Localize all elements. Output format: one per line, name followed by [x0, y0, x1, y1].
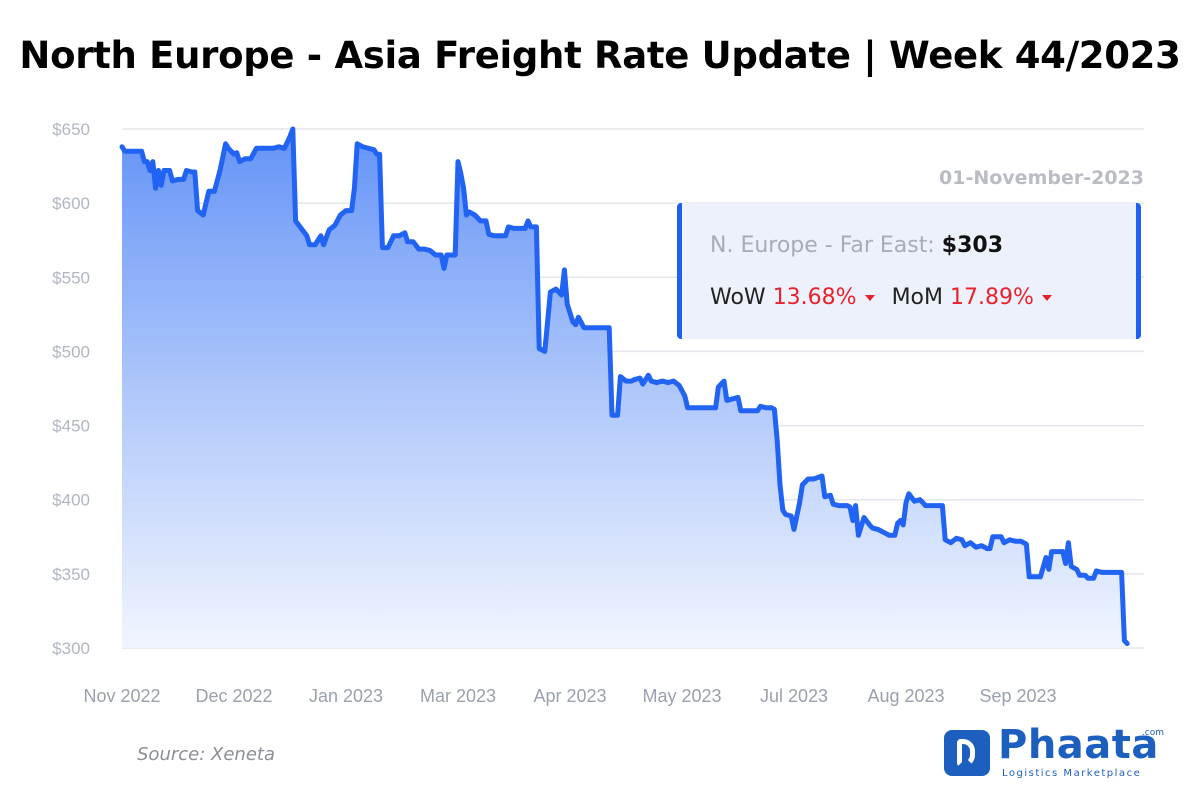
- source-note: Source: Xeneta: [137, 744, 275, 765]
- change-line: WoW 13.68% MoM 17.89%: [710, 285, 1062, 310]
- x-tick-label: Jan 2023: [309, 686, 383, 706]
- y-tick-label: $350: [52, 565, 90, 584]
- x-tick-label: Mar 2023: [420, 686, 496, 706]
- y-tick-label: $400: [52, 491, 90, 510]
- y-tick-label: $650: [52, 120, 90, 139]
- y-tick-label: $450: [52, 417, 90, 436]
- chart-title: North Europe - Asia Freight Rate Update …: [19, 34, 1181, 77]
- logo-text: Phaata: [998, 722, 1159, 768]
- series-line: [119, 126, 1130, 647]
- down-triangle-icon: [864, 295, 875, 301]
- phaata-logo: Phaata .com Logistics Marketplace: [944, 722, 1166, 782]
- x-tick-label: Dec 2022: [195, 686, 272, 706]
- x-tick-label: May 2023: [642, 686, 721, 706]
- series-area: [122, 129, 1128, 648]
- down-triangle-icon: [1041, 295, 1052, 301]
- rate-info-box: N. Europe - Far East: $303 WoW 13.68% Mo…: [677, 203, 1141, 339]
- y-tick-label: $550: [52, 268, 90, 287]
- date-label: 01-November-2023: [939, 167, 1144, 189]
- route-label: N. Europe - Far East:: [710, 233, 935, 258]
- x-tick-label: Jul 2023: [760, 686, 828, 706]
- wow-label: WoW: [710, 285, 766, 310]
- logo-tagline: Logistics Marketplace: [1002, 768, 1142, 779]
- mom-label: MoM: [891, 285, 944, 310]
- y-tick-label: $600: [52, 194, 90, 213]
- y-tick-label: $300: [52, 639, 90, 658]
- y-axis: $300 $350 $400 $450 $500 $550 $600 $650: [52, 120, 90, 658]
- x-tick-label: Apr 2023: [533, 686, 606, 706]
- x-tick-label: Sep 2023: [979, 686, 1056, 706]
- logo-com: .com: [1141, 728, 1164, 738]
- x-tick-label: Aug 2023: [867, 686, 944, 706]
- wow-value: 13.68%: [772, 285, 857, 310]
- x-tick-label: Nov 2022: [83, 686, 160, 706]
- x-axis: Nov 2022 Dec 2022 Jan 2023 Mar 2023 Apr 2023…: [83, 686, 1056, 706]
- current-price: $303: [941, 233, 1004, 258]
- route-price-line: N. Europe - Far East: $303: [710, 233, 1003, 258]
- y-tick-label: $500: [52, 342, 90, 361]
- phaata-logo-icon: [944, 730, 990, 776]
- mom-value: 17.89%: [950, 285, 1034, 310]
